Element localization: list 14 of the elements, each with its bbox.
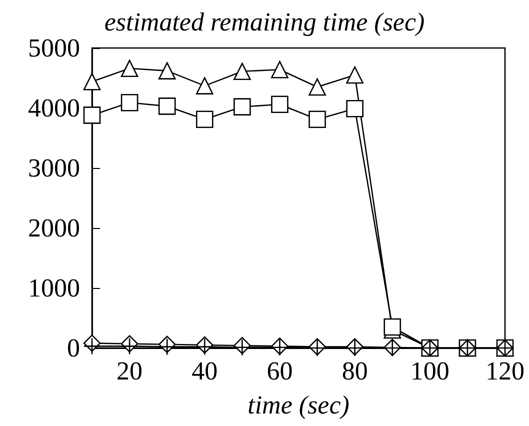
x-tick-label: 120 — [486, 356, 524, 386]
x-tick-label: 60 — [266, 356, 293, 386]
y-tick-label: 5000 — [28, 34, 80, 62]
y-tick-label: 0 — [67, 334, 80, 362]
x-tick-label: 20 — [116, 356, 143, 386]
y-tick-label: 3000 — [28, 154, 80, 182]
x-tick-label: 40 — [192, 356, 218, 386]
y-tick-label: 2000 — [28, 214, 80, 242]
y-tick-label: 4000 — [28, 94, 80, 122]
x-tick-label: 100 — [410, 356, 450, 386]
x-tick-label: 80 — [342, 356, 368, 386]
x-axis-title: time (sec) — [248, 390, 350, 420]
y-tick-label: 1000 — [28, 274, 80, 302]
chart-title: estimated remaining time (sec) — [104, 8, 425, 36]
